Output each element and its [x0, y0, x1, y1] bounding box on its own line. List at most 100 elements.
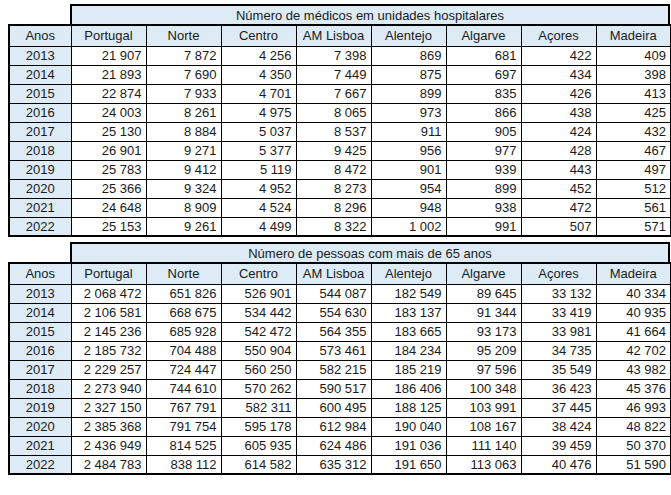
value-cell: 40 476 — [521, 455, 596, 474]
value-cell: 51 590 — [596, 455, 671, 474]
value-cell: 40 935 — [596, 303, 671, 322]
value-cell: 467 — [596, 141, 671, 160]
year-cell: 2019 — [9, 160, 71, 179]
data-table-medicos: AnosPortugalNorteCentroAM LisboaAlentejo… — [8, 24, 671, 237]
value-cell: 542 472 — [221, 322, 296, 341]
value-cell: 413 — [596, 84, 671, 103]
value-cell: 4 952 — [221, 179, 296, 198]
table-row: 202124 6488 9094 5248 296948938472561 — [9, 198, 671, 217]
year-cell: 2021 — [9, 198, 71, 217]
table-row: 20212 436 949814 525605 935624 486191 03… — [9, 436, 671, 455]
value-cell: 33 132 — [521, 284, 596, 303]
year-cell: 2022 — [9, 455, 71, 474]
value-cell: 899 — [371, 84, 446, 103]
value-cell: 33 419 — [521, 303, 596, 322]
value-cell: 905 — [446, 122, 521, 141]
value-cell: 25 130 — [71, 122, 146, 141]
value-cell: 443 — [521, 160, 596, 179]
value-cell: 681 — [446, 46, 521, 65]
value-cell: 2 385 368 — [71, 417, 146, 436]
column-header-algarve: Algarve — [446, 263, 521, 284]
value-cell: 41 664 — [596, 322, 671, 341]
value-cell: 432 — [596, 122, 671, 141]
value-cell: 25 366 — [71, 179, 146, 198]
table-row: 20142 106 581668 675534 442554 630183 13… — [9, 303, 671, 322]
column-header-alentejo: Alentejo — [371, 25, 446, 46]
value-cell: 991 — [446, 217, 521, 236]
value-cell: 4 499 — [221, 217, 296, 236]
value-cell: 111 140 — [446, 436, 521, 455]
value-cell: 560 250 — [221, 360, 296, 379]
value-cell: 550 904 — [221, 341, 296, 360]
value-cell: 8 296 — [296, 198, 371, 217]
data-table-pessoas65: AnosPortugalNorteCentroAM LisboaAlentejo… — [8, 262, 671, 475]
value-cell: 186 406 — [371, 379, 446, 398]
column-header-norte: Norte — [146, 263, 221, 284]
column-header-alentejo: Alentejo — [371, 263, 446, 284]
column-header-madeira: Madeira — [596, 263, 671, 284]
value-cell: 7 449 — [296, 65, 371, 84]
year-cell: 2021 — [9, 436, 71, 455]
value-cell: 595 178 — [221, 417, 296, 436]
year-cell: 2015 — [9, 84, 71, 103]
header-row: AnosPortugalNorteCentroAM LisboaAlentejo… — [9, 263, 671, 284]
title-row-pessoas65: Número de pessoas com mais de 65 anos — [8, 242, 671, 262]
column-header-anos: Anos — [9, 25, 71, 46]
corner-spacer — [8, 242, 70, 262]
table-row: 20222 484 783838 112614 582635 312191 65… — [9, 455, 671, 474]
value-cell: 544 087 — [296, 284, 371, 303]
value-cell: 899 — [446, 179, 521, 198]
value-cell: 2 327 150 — [71, 398, 146, 417]
value-cell: 697 — [446, 65, 521, 84]
table-row: 20192 327 150767 791582 311600 495188 12… — [9, 398, 671, 417]
table-row: 20152 145 236685 928542 472564 355183 66… — [9, 322, 671, 341]
column-header-portugal: Portugal — [71, 25, 146, 46]
value-cell: 835 — [446, 84, 521, 103]
year-cell: 2018 — [9, 379, 71, 398]
column-header-centro: Centro — [221, 25, 296, 46]
value-cell: 4 350 — [221, 65, 296, 84]
value-cell: 46 993 — [596, 398, 671, 417]
value-cell: 7 398 — [296, 46, 371, 65]
column-header-norte: Norte — [146, 25, 221, 46]
corner-spacer — [8, 4, 70, 24]
year-cell: 2017 — [9, 122, 71, 141]
table-title-pessoas65: Número de pessoas com mais de 65 anos — [70, 242, 670, 262]
value-cell: 977 — [446, 141, 521, 160]
column-header-algarve: Algarve — [446, 25, 521, 46]
value-cell: 21 907 — [71, 46, 146, 65]
year-cell: 2020 — [9, 417, 71, 436]
value-cell: 9 324 — [146, 179, 221, 198]
value-cell: 97 596 — [446, 360, 521, 379]
value-cell: 973 — [371, 103, 446, 122]
value-cell: 42 702 — [596, 341, 671, 360]
value-cell: 9 412 — [146, 160, 221, 179]
value-cell: 183 137 — [371, 303, 446, 322]
value-cell: 103 991 — [446, 398, 521, 417]
value-cell: 5 037 — [221, 122, 296, 141]
value-cell: 911 — [371, 122, 446, 141]
value-cell: 614 582 — [221, 455, 296, 474]
column-header-am-lisboa: AM Lisboa — [296, 25, 371, 46]
value-cell: 36 423 — [521, 379, 596, 398]
value-cell: 5 377 — [221, 141, 296, 160]
table-row: 202025 3669 3244 9528 273954899452512 — [9, 179, 671, 198]
value-cell: 526 901 — [221, 284, 296, 303]
value-cell: 48 822 — [596, 417, 671, 436]
value-cell: 25 783 — [71, 160, 146, 179]
value-cell: 590 517 — [296, 379, 371, 398]
table-row: 20132 068 472651 826526 901544 087182 54… — [9, 284, 671, 303]
value-cell: 25 153 — [71, 217, 146, 236]
column-header-portugal: Portugal — [71, 263, 146, 284]
value-cell: 438 — [521, 103, 596, 122]
value-cell: 2 484 783 — [71, 455, 146, 474]
value-cell: 4 975 — [221, 103, 296, 122]
year-cell: 2019 — [9, 398, 71, 417]
value-cell: 767 791 — [146, 398, 221, 417]
column-header-anos: Anos — [9, 263, 71, 284]
value-cell: 182 549 — [371, 284, 446, 303]
value-cell: 422 — [521, 46, 596, 65]
value-cell: 838 112 — [146, 455, 221, 474]
year-cell: 2013 — [9, 46, 71, 65]
value-cell: 428 — [521, 141, 596, 160]
